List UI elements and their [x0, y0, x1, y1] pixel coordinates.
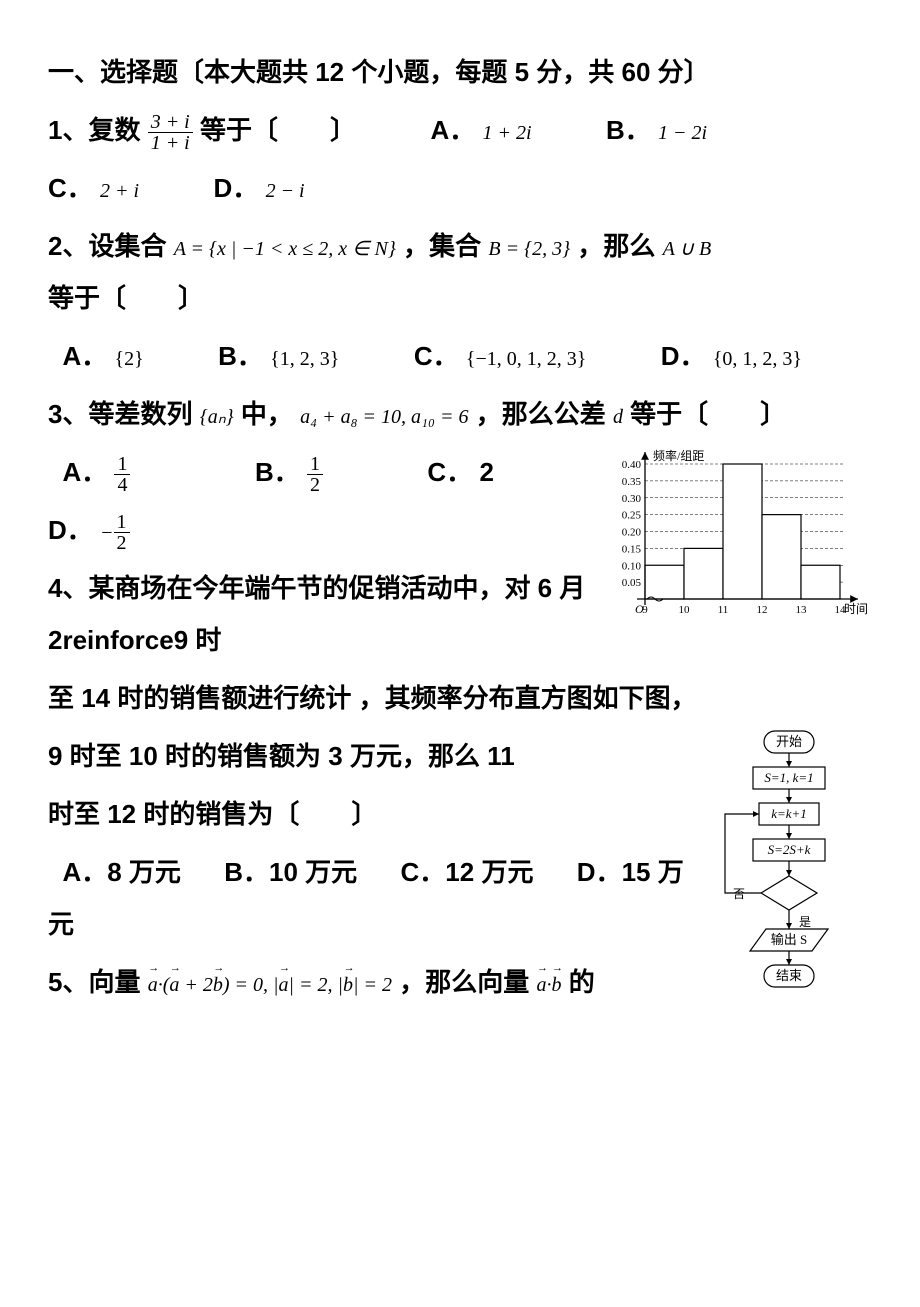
q3-cond: a₄ + a₈ = 10, a₁₀ = 6: [300, 406, 468, 428]
q2-optB-label: B．: [218, 341, 263, 371]
q3-optA: 1 4: [114, 454, 130, 495]
q3-stem-post: 等于〔 〕: [630, 399, 786, 429]
q2-optB: {1, 2, 3}: [270, 348, 339, 370]
svg-text:12: 12: [757, 604, 768, 616]
q2-stem-mid: ，集合: [403, 231, 488, 261]
q1-stem-post: 等于〔 〕: [200, 115, 356, 145]
q2-stem-post2: 等于〔 〕: [48, 283, 204, 313]
svg-text:S=1, k=1: S=1, k=1: [764, 770, 813, 785]
q5-dot: a·b: [536, 974, 561, 996]
svg-text:0.35: 0.35: [622, 476, 642, 488]
q4-line2: 至 14 时的销售额进行统计 ，其频率分布直方图如下图，: [48, 672, 872, 724]
q1-optB-label: B．: [606, 115, 651, 145]
svg-text:k=k+1: k=k+1: [771, 806, 807, 821]
q4-optA: A．8 万元: [62, 857, 180, 887]
q2-opts: A． {2} B． {1, 2, 3} C． {−1, 0, 1, 2, 3} …: [48, 330, 872, 382]
q3-optD-neg: −: [100, 522, 114, 544]
svg-text:频率/组距: 频率/组距: [653, 448, 704, 463]
q2-optC-label: C．: [414, 341, 459, 371]
svg-text:结束: 结束: [776, 968, 802, 983]
q5-cond: a·(a + 2b) = 0, |a| = 2, |b| = 2: [148, 974, 392, 996]
q2-optD: {0, 1, 2, 3}: [713, 348, 802, 370]
q1-optC-label: C．: [48, 173, 93, 203]
svg-text:是: 是: [799, 915, 811, 929]
svg-text:开始: 开始: [776, 734, 802, 749]
q1-opts-cd: C． 2 + i D． 2 − i: [48, 162, 872, 214]
q2: 2、设集合 A = {x | −1 < x ≤ 2, x ∈ N} ，集合 B …: [48, 220, 872, 324]
q1-optD: 2 − i: [266, 180, 305, 202]
q1-optA-label: A．: [430, 115, 475, 145]
q1-optB: 1 − 2i: [658, 122, 707, 144]
svg-text:O: O: [635, 602, 644, 616]
svg-text:S=2S+k: S=2S+k: [768, 842, 811, 857]
q1-fraction: 3 + i 1 + i: [148, 112, 193, 153]
q3: 3、等差数列 {aₙ} 中， a₄ + a₈ = 10, a₁₀ = 6 ，那么…: [48, 388, 872, 440]
svg-text:时间: 时间: [844, 602, 868, 616]
svg-text:0.15: 0.15: [622, 543, 642, 555]
q4-optB: B．10 万元: [224, 857, 357, 887]
q3-optD-frac: 1 2: [114, 512, 130, 553]
svg-text:0.40: 0.40: [622, 459, 642, 471]
q3-stem-pre: 3、等差数列: [48, 399, 192, 429]
svg-text:0.20: 0.20: [622, 527, 642, 539]
svg-text:0.30: 0.30: [622, 493, 642, 505]
svg-text:否: 否: [733, 887, 745, 901]
q2-optA: {2}: [114, 348, 143, 370]
q2-optD-label: D．: [661, 341, 706, 371]
q3-optC-label: C．: [427, 457, 472, 487]
q1-optC: 2 + i: [100, 180, 139, 202]
q3-optD-label: D．: [48, 515, 93, 545]
q1: 1、复数 3 + i 1 + i 等于〔 〕 A． 1 + 2i B． 1 − …: [48, 104, 872, 156]
flowchart-svg: 开始 S=1, k=1 k=k+1 S=2S+k 输出 S 结束 是 否: [707, 730, 872, 1000]
q4-optC: C．12 万元: [401, 857, 534, 887]
q2-optA-label: A．: [62, 341, 107, 371]
q5-stem-post: 的: [569, 967, 595, 997]
q2-optC: {−1, 0, 1, 2, 3}: [466, 348, 586, 370]
q3-d: d: [613, 406, 623, 428]
histogram-figure: 0.050.100.150.200.250.300.350.4091011121…: [597, 446, 872, 638]
q2-setA: A = {x | −1 < x ≤ 2, x ∈ N}: [174, 238, 396, 260]
svg-text:0.25: 0.25: [622, 510, 642, 522]
q2-stem-post1: ，那么: [577, 231, 662, 261]
q1-optD-label: D．: [214, 173, 259, 203]
q5-stem-mid: ，那么向量: [399, 967, 536, 997]
q5-stem-pre: 5、向量: [48, 967, 148, 997]
q2-stem-pre: 2、设集合: [48, 231, 174, 261]
svg-text:13: 13: [796, 604, 808, 616]
q3-stem-mid2: ，那么公差: [476, 399, 613, 429]
svg-text:输出 S: 输出 S: [771, 932, 807, 947]
section-header: 一、选择题〔本大题共 12 个小题，每题 5 分，共 60 分〕: [48, 46, 872, 98]
q1-stem-pre: 1、复数: [48, 115, 148, 145]
svg-text:0.05: 0.05: [622, 577, 642, 589]
q3-optC: 2: [479, 457, 493, 487]
q2-setB: B = {2, 3}: [488, 238, 570, 260]
svg-text:0.10: 0.10: [622, 560, 642, 572]
q1-optA: 1 + 2i: [482, 122, 531, 144]
q3-optB-label: B．: [255, 457, 300, 487]
svg-text:11: 11: [718, 604, 729, 616]
q3-stem-mid1: 中，: [241, 399, 293, 429]
q3-seq: {aₙ}: [200, 406, 234, 428]
svg-text:10: 10: [679, 604, 691, 616]
q3-optA-label: A．: [62, 457, 107, 487]
histogram-svg: 0.050.100.150.200.250.300.350.4091011121…: [597, 446, 872, 621]
q2-union: A ∪ B: [663, 238, 712, 260]
q3-optB: 1 2: [307, 454, 323, 495]
flowchart-figure: 开始 S=1, k=1 k=k+1 S=2S+k 输出 S 结束 是 否: [707, 730, 872, 1017]
